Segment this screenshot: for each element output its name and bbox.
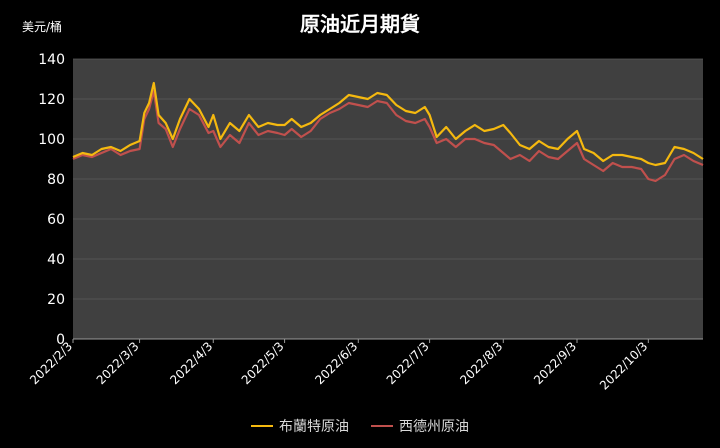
plot-area (73, 59, 703, 339)
x-tick-label: 2022/6/3 (312, 339, 360, 387)
legend: 布蘭特原油 西德州原油 (0, 416, 720, 436)
x-tick-label: 2022/5/3 (239, 339, 287, 387)
x-tick-label: 2022/10/3 (597, 339, 650, 392)
legend-swatch-wti (371, 425, 393, 427)
y-tick-label: 20 (47, 292, 65, 308)
x-tick-label: 2022/4/3 (167, 339, 215, 387)
y-axis-ticks: 0 20 40 60 80 100 120 140 (38, 52, 65, 348)
y-axis-unit-label: 美元/桶 (22, 20, 63, 34)
y-tick-label: 40 (47, 252, 65, 268)
gridlines (73, 58, 703, 340)
legend-item-wti: 西德州原油 (371, 416, 469, 436)
x-tick-label: 2022/3/3 (94, 339, 142, 387)
x-tick-label: 2022/8/3 (457, 339, 505, 387)
legend-label-wti: 西德州原油 (399, 419, 469, 435)
y-tick-label: 120 (38, 92, 65, 108)
x-axis-ticks: 2022/2/3 2022/3/3 2022/4/3 2022/5/3 2022/6/3… (27, 339, 650, 393)
x-tick-label: 2022/9/3 (531, 339, 579, 387)
chart-title: 原油近月期貨 (300, 12, 420, 36)
y-tick-label: 0 (56, 332, 65, 348)
legend-item-brent: 布蘭特原油 (251, 416, 349, 436)
legend-label-brent: 布蘭特原油 (279, 419, 349, 435)
y-tick-label: 80 (47, 172, 65, 188)
series-line (72, 81, 704, 167)
legend-swatch-brent (251, 425, 273, 427)
series-line (72, 89, 704, 183)
x-tick-label: 2022/2/3 (27, 339, 75, 387)
y-tick-label: 60 (47, 212, 65, 228)
x-tick-label: 2022/7/3 (384, 339, 432, 387)
y-tick-label: 140 (38, 52, 65, 68)
y-tick-label: 100 (38, 132, 65, 148)
series-lines (72, 81, 704, 183)
